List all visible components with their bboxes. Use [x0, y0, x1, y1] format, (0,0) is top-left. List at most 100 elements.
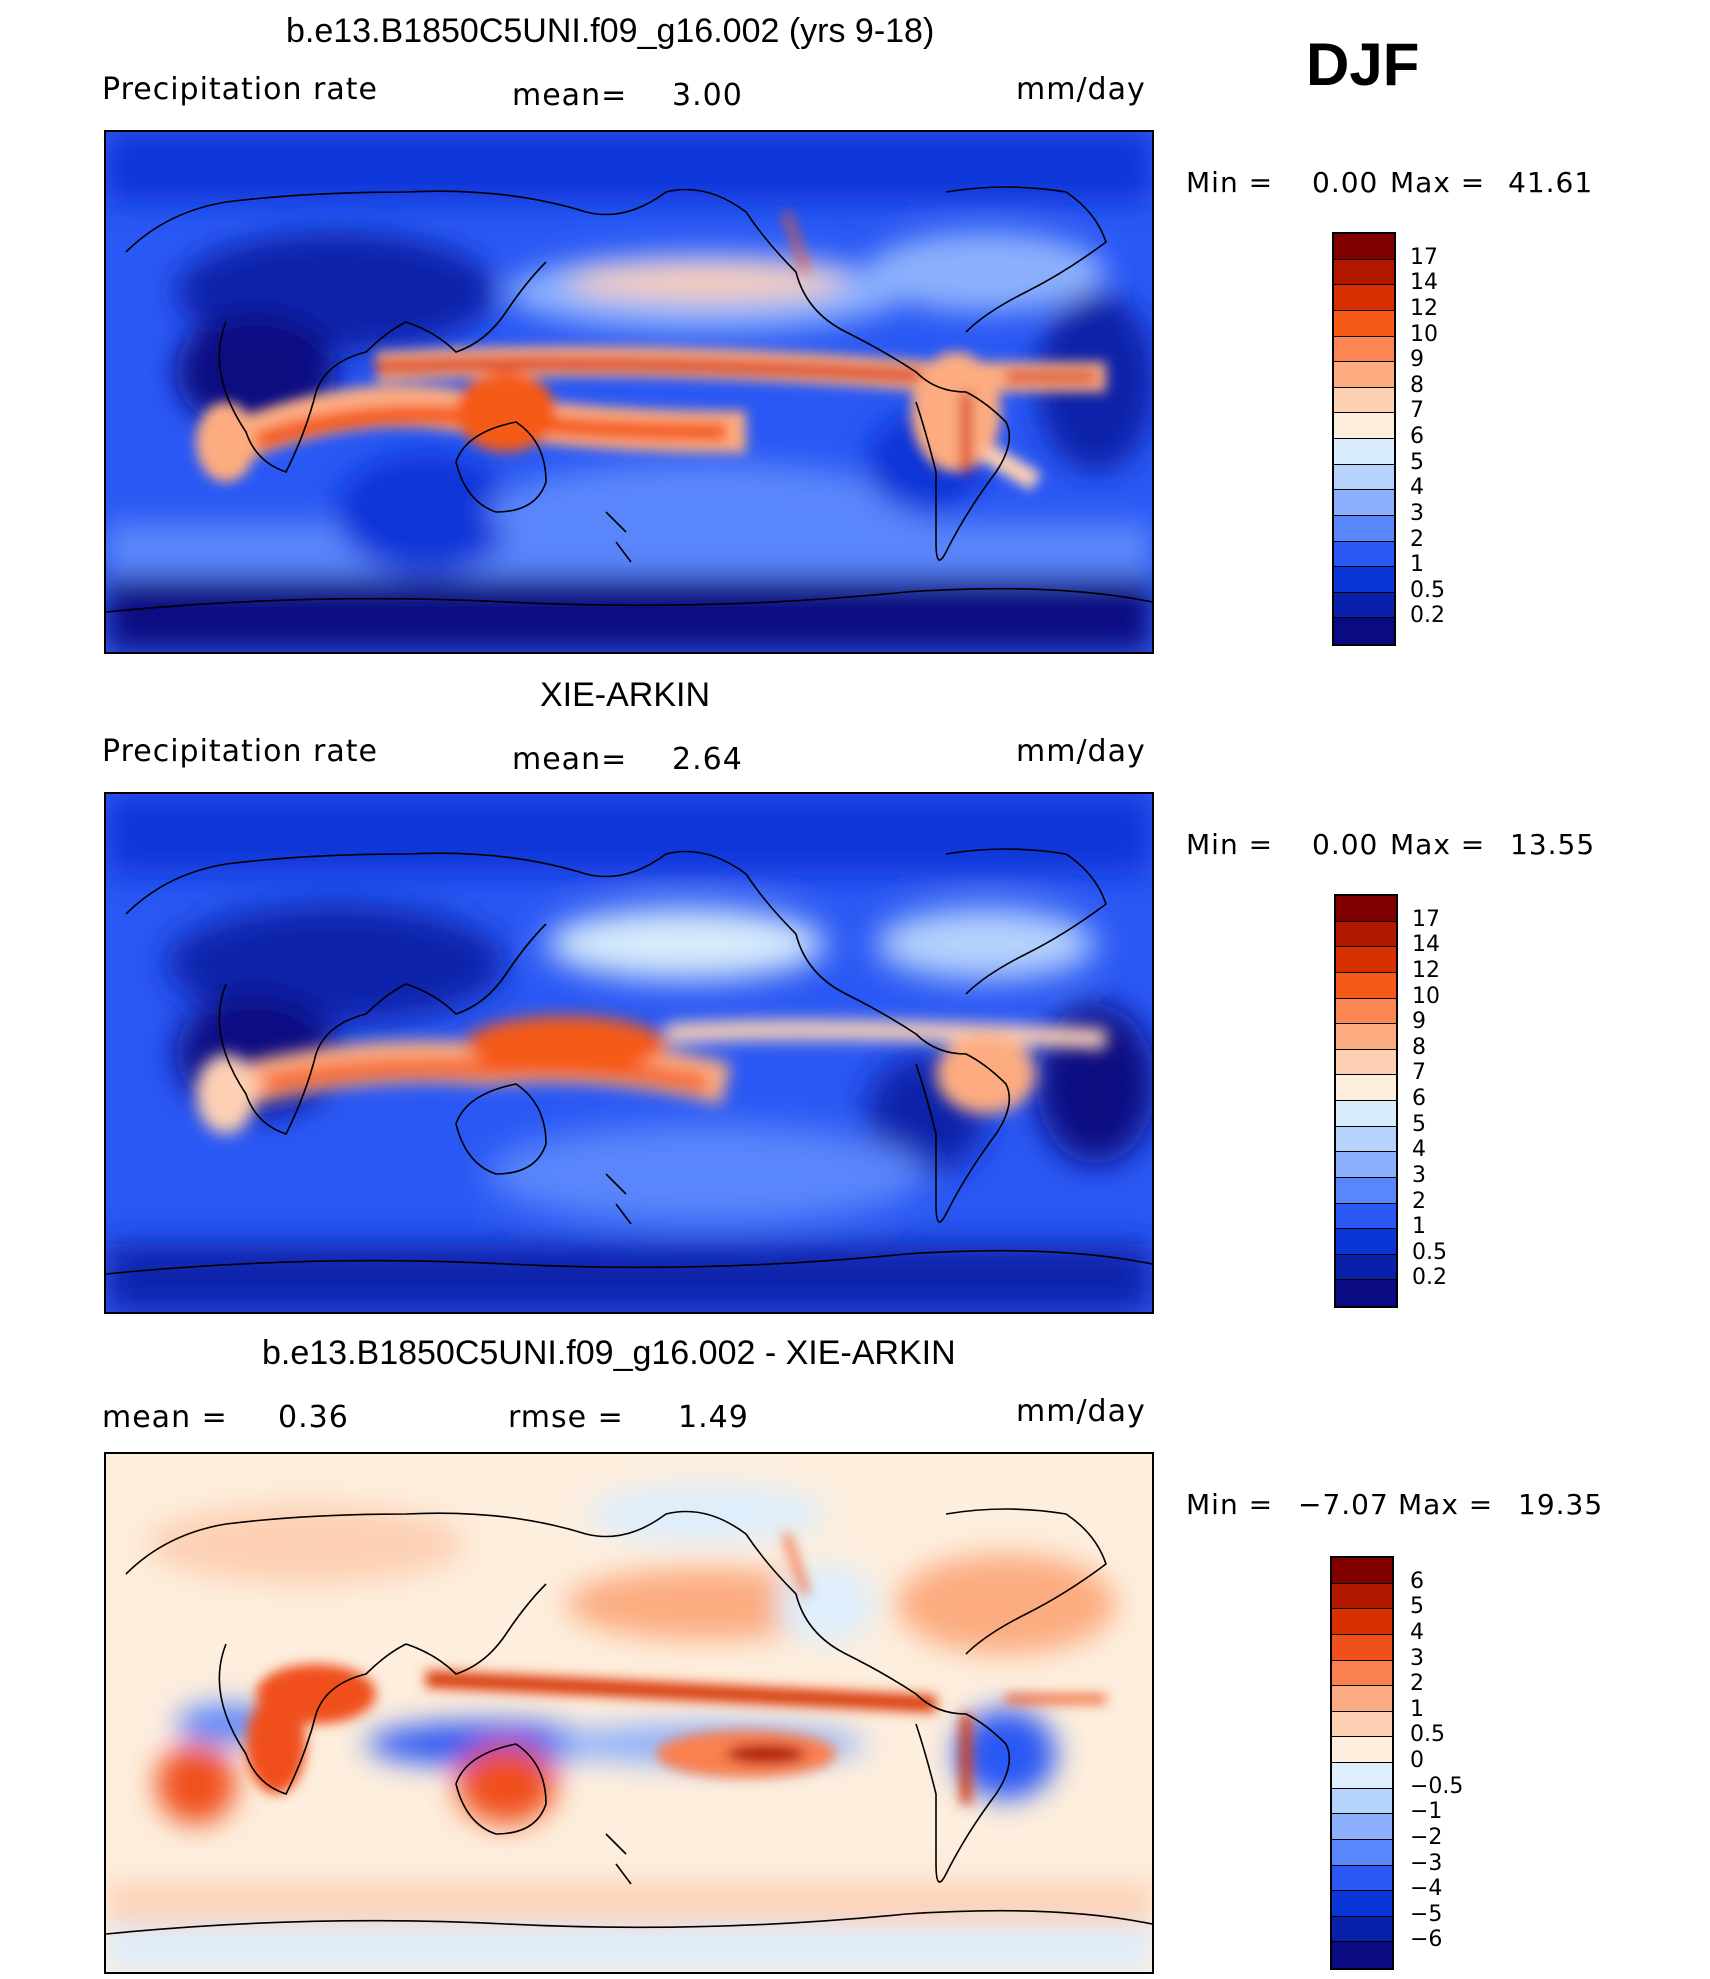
colorbar-tick-label: 0.5 [1410, 1722, 1445, 1748]
colorbar-segment [1334, 310, 1394, 337]
panel-diff-mean-label: mean = [102, 1400, 228, 1435]
colorbar-segment [1336, 1280, 1396, 1306]
colorbar-segment [1332, 1711, 1392, 1738]
colorbar-tick-label: 8 [1410, 372, 1424, 398]
colorbar-segment [1336, 1177, 1396, 1204]
colorbar-segment [1336, 1024, 1396, 1050]
colorbar-tick-label: 4 [1410, 475, 1424, 501]
colorbar-tick-label: 8 [1412, 1034, 1426, 1060]
precip-map-diff [106, 1454, 1152, 1972]
panel-obs-units: mm/day [1016, 734, 1146, 769]
colorbar-segment [1334, 234, 1394, 260]
colorbar-segment [1332, 1737, 1392, 1763]
precip-map-model [106, 132, 1152, 652]
colorbar-tick-label: 9 [1410, 347, 1424, 373]
colorbar-tick-label: −3 [1410, 1850, 1443, 1876]
colorbar-segment [1334, 387, 1394, 414]
colorbar-segment [1332, 1788, 1392, 1815]
colorbar-segment [1336, 896, 1396, 922]
colorbar-segment [1334, 515, 1394, 542]
panel-diff-rmse-value: 1.49 [678, 1400, 749, 1435]
colorbar-tick-label: −6 [1410, 1927, 1443, 1953]
colorbar-tick-label: 3 [1410, 500, 1424, 526]
panel-diff-max-label: Max = [1398, 1488, 1494, 1521]
colorbar-tick-label: 5 [1410, 449, 1424, 475]
colorbar-tick-label: 10 [1410, 321, 1438, 347]
panel-diff-units: mm/day [1016, 1394, 1146, 1429]
colorbar-tick-label: 1 [1412, 1214, 1426, 1240]
colorbar-segment [1336, 1126, 1396, 1153]
colorbar-tick-label: 4 [1410, 1619, 1424, 1645]
panel-model-title: b.e13.B1850C5UNI.f09_g16.002 (yrs 9-18) [286, 12, 935, 50]
colorbar-tick-label: 4 [1412, 1137, 1426, 1163]
colorbar-segment [1336, 1254, 1396, 1281]
panel-obs-map [104, 792, 1154, 1314]
colorbar-segment [1332, 1865, 1392, 1892]
colorbar-tick-label: −1 [1410, 1799, 1443, 1825]
colorbar-tick-label: 6 [1412, 1086, 1426, 1111]
panel-model-colorbar [1332, 232, 1396, 646]
colorbar-segment [1336, 1075, 1396, 1101]
panel-diff-rmse-label: rmse = [508, 1400, 624, 1435]
colorbar-segment [1332, 1814, 1392, 1840]
colorbar-tick-label: 10 [1412, 983, 1440, 1009]
colorbar-segment [1336, 1152, 1396, 1178]
colorbar-segment [1332, 1839, 1392, 1866]
colorbar-segment [1336, 998, 1396, 1025]
panel-model-map [104, 130, 1154, 654]
colorbar-segment [1336, 972, 1396, 999]
colorbar-segment [1336, 1101, 1396, 1127]
colorbar-tick-label: 6 [1410, 424, 1424, 449]
colorbar-segment [1332, 1686, 1392, 1712]
colorbar-segment [1336, 1203, 1396, 1230]
panel-obs-title: XIE-ARKIN [540, 676, 711, 714]
colorbar-tick-label: 0.5 [1412, 1239, 1447, 1265]
panel-obs-max-label: Max = [1390, 828, 1486, 861]
colorbar-tick-label: 0 [1410, 1748, 1424, 1773]
colorbar-tick-label: 2 [1410, 1671, 1424, 1697]
colorbar-tick-label: 3 [1412, 1162, 1426, 1188]
colorbar-tick-label: 2 [1410, 526, 1424, 552]
colorbar-tick-label: 9 [1412, 1009, 1426, 1035]
colorbar-tick-label: 1 [1410, 552, 1424, 578]
colorbar-tick-label: 0.2 [1410, 603, 1445, 629]
colorbar-segment [1332, 1558, 1392, 1584]
colorbar-tick-label: 14 [1412, 932, 1440, 958]
colorbar-tick-label: 17 [1410, 244, 1438, 270]
panel-model-mean-label: mean= [512, 78, 628, 113]
panel-obs-min-label: Min = [1186, 828, 1274, 861]
colorbar-tick-label: 2 [1412, 1188, 1426, 1214]
colorbar-segment [1336, 921, 1396, 948]
panel-obs-mean-label: mean= [512, 742, 628, 777]
colorbar-tick-label: −4 [1410, 1876, 1443, 1902]
panel-diff-max-value: 19.35 [1518, 1488, 1604, 1521]
colorbar-segment [1332, 1763, 1392, 1789]
colorbar-tick-label: 12 [1410, 295, 1438, 321]
colorbar-segment [1332, 1634, 1392, 1661]
colorbar-segment [1332, 1609, 1392, 1635]
panel-diff-colorbar [1330, 1556, 1394, 1970]
colorbar-tick-label: 17 [1412, 906, 1440, 932]
colorbar-tick-label: 0.5 [1410, 577, 1445, 603]
panel-model-units: mm/day [1016, 72, 1146, 107]
colorbar-segment [1334, 490, 1394, 516]
colorbar-segment [1334, 541, 1394, 568]
colorbar-segment [1334, 439, 1394, 465]
colorbar-segment [1334, 259, 1394, 286]
colorbar-tick-label: 0.2 [1412, 1265, 1447, 1291]
colorbar-tick-label: 7 [1410, 398, 1424, 424]
colorbar-segment [1334, 336, 1394, 363]
panel-obs-mean-value: 2.64 [672, 742, 743, 777]
panel-diff-title: b.e13.B1850C5UNI.f09_g16.002 - XIE-ARKIN [262, 1334, 956, 1372]
colorbar-segment [1336, 947, 1396, 973]
panel-model-max-label: Max = [1390, 166, 1486, 199]
colorbar-tick-label: 1 [1410, 1696, 1424, 1722]
colorbar-tick-label: −5 [1410, 1901, 1443, 1927]
panel-obs-min-value: 0.00 [1312, 828, 1379, 861]
colorbar-segment [1332, 1660, 1392, 1687]
panel-obs-variable: Precipitation rate [102, 734, 378, 769]
panel-model-min-value: 0.00 [1312, 166, 1379, 199]
colorbar-tick-label: 5 [1410, 1594, 1424, 1620]
colorbar-segment [1336, 1229, 1396, 1255]
panel-diff-map [104, 1452, 1154, 1974]
